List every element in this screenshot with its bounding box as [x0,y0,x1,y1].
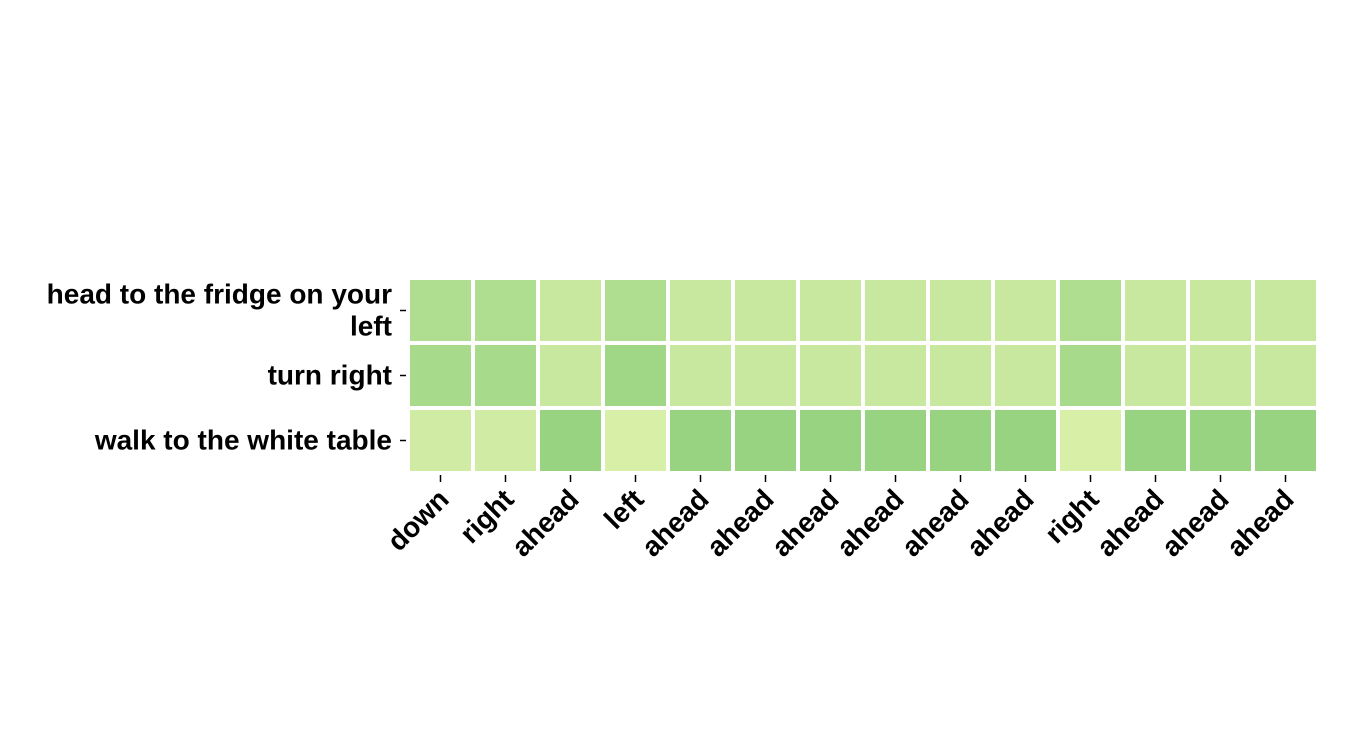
heatmap-cell-r1-c13 [1255,345,1316,406]
heatmap-cell-r0-c9 [995,280,1056,341]
y-tick-label: turn right [268,360,392,391]
heatmap-cell-r0-c4 [670,280,731,341]
heatmap-cell-r0-c8 [930,280,991,341]
heatmap-cell-r2-c7 [865,410,926,471]
heatmap-cell-r0-c13 [1255,280,1316,341]
y-tick-label: left [350,311,392,342]
heatmap-cell-r0-c2 [540,280,601,341]
x-tick-label: ahead [1156,483,1235,562]
heatmap-cell-r0-c3 [605,280,666,341]
heatmap-cell-r2-c1 [475,410,536,471]
heatmap-cell-r0-c7 [865,280,926,341]
heatmap-cell-r1-c0 [410,345,471,406]
heatmap-cell-r1-c7 [865,345,926,406]
x-tick-label: ahead [831,483,910,562]
heatmap-cell-r2-c10 [1060,410,1121,471]
heatmap-cell-r0-c11 [1125,280,1186,341]
heatmap-cell-r0-c6 [800,280,861,341]
heatmap-cell-r0-c1 [475,280,536,341]
x-tick-label: ahead [1091,483,1170,562]
heatmap-cell-r1-c8 [930,345,991,406]
x-tick-label: ahead [506,483,585,562]
x-tick-label: ahead [896,483,975,562]
heatmap-cell-r1-c12 [1190,345,1251,406]
y-tick-label: walk to the white table [94,425,392,456]
heatmap-cell-r0-c10 [1060,280,1121,341]
x-tick-label: ahead [1221,483,1300,562]
heatmap-cell-r2-c5 [735,410,796,471]
heatmap-cell-r2-c4 [670,410,731,471]
heatmap-cell-r1-c1 [475,345,536,406]
x-tick-label: down [381,483,455,557]
x-tick-label: ahead [766,483,845,562]
x-tick-label: ahead [701,483,780,562]
x-tick-label: ahead [961,483,1040,562]
heatmap-cell-r1-c4 [670,345,731,406]
heatmap-cell-r0-c5 [735,280,796,341]
heatmap-cell-r0-c12 [1190,280,1251,341]
heatmap-cell-r1-c11 [1125,345,1186,406]
heatmap-cell-r2-c11 [1125,410,1186,471]
heatmap-cell-r0-c0 [410,280,471,341]
heatmap-cell-r1-c2 [540,345,601,406]
heatmap-cell-r2-c13 [1255,410,1316,471]
x-tick-label: ahead [636,483,715,562]
heatmap-cell-r2-c3 [605,410,666,471]
y-tick-label: head to the fridge on your [47,279,392,310]
heatmap-cell-r1-c10 [1060,345,1121,406]
heatmap-cell-r2-c0 [410,410,471,471]
heatmap-cell-r2-c9 [995,410,1056,471]
heatmap-cell-r2-c8 [930,410,991,471]
heatmap-cell-r1-c5 [735,345,796,406]
heatmap-cell-r1-c6 [800,345,861,406]
heatmap-cell-r1-c9 [995,345,1056,406]
x-tick-label: left [598,483,650,535]
heatmap-cell-r2-c2 [540,410,601,471]
heatmap-cell-r2-c12 [1190,410,1251,471]
heatmap-cell-r1-c3 [605,345,666,406]
heatmap-cell-r2-c6 [800,410,861,471]
